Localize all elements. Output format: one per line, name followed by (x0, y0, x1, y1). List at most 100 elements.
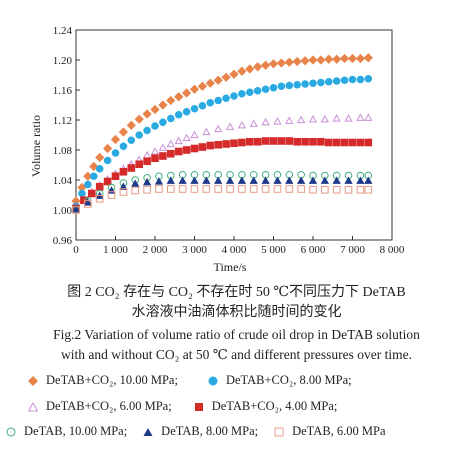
data-point (142, 109, 152, 119)
data-point (202, 185, 211, 193)
data-point (110, 134, 121, 145)
data-point (178, 185, 187, 193)
series-group (72, 185, 373, 214)
data-point (253, 86, 262, 95)
x-tick-label: 7 000 (340, 244, 365, 256)
data-point (301, 80, 309, 88)
data-point (214, 96, 222, 105)
data-point (88, 189, 96, 198)
data-point (95, 194, 104, 203)
data-point (89, 161, 99, 172)
y-axis-label: Volume ratio (29, 115, 43, 177)
data-point (285, 81, 294, 90)
series-group (71, 176, 373, 213)
data-point (261, 117, 270, 126)
data-point (321, 185, 329, 194)
data-point (285, 116, 294, 124)
data-point (225, 176, 235, 184)
data-point (285, 137, 294, 145)
data-point (111, 172, 120, 181)
data-point (202, 176, 211, 184)
chart-marks (71, 53, 373, 214)
data-point (190, 144, 199, 153)
data-point (348, 138, 357, 147)
data-point (119, 182, 128, 190)
data-point (246, 137, 254, 146)
data-point (131, 186, 140, 195)
data-point (174, 110, 183, 119)
data-point (206, 141, 215, 150)
data-point (269, 83, 278, 92)
x-tick-label: 5 000 (261, 244, 286, 256)
data-point (226, 185, 234, 193)
data-point (320, 176, 329, 184)
legend-label: DeTAB, 6.00 MPa (292, 424, 386, 438)
data-point (198, 143, 207, 151)
data-point (182, 146, 191, 154)
data-point (102, 143, 113, 154)
y-tick-label: 0.96 (53, 235, 73, 247)
data-point (268, 59, 279, 69)
data-point (167, 185, 175, 193)
data-point (300, 56, 310, 66)
data-point (95, 182, 104, 191)
data-point (317, 137, 325, 146)
data-point (253, 137, 262, 146)
legend-item: DeTAB, 6.00 MPa (274, 424, 386, 439)
legend-item: DeTAB+CO₂, 10.00 MPa; (28, 373, 178, 388)
data-point (297, 115, 306, 124)
data-point (107, 191, 116, 199)
x-axis-label: Time/s (214, 260, 247, 274)
data-point (182, 133, 191, 142)
data-point (142, 177, 152, 186)
x-tick-label: 8 000 (380, 244, 405, 256)
data-point (119, 167, 128, 176)
legend-row-2: DeTAB+CO₂, 6.00 MPa; DeTAB+CO₂, 4.00 MPa… (28, 399, 345, 414)
y-tick-label: 1.08 (53, 145, 73, 157)
data-point (324, 54, 334, 64)
diamond-filled-marker-icon (28, 375, 38, 386)
data-point (143, 185, 151, 194)
data-point (325, 138, 333, 147)
data-point (127, 136, 136, 145)
legend-row-3: DeTAB, 10.00 MPa; DeTAB, 8.00 MPa; DeTAB… (6, 424, 394, 439)
y-tick-label: 1.24 (53, 25, 73, 37)
volume-ratio-chart: 0 1 000 2 000 3 000 4 000 5 000 6 000 7 000 8 00… (29, 25, 405, 274)
data-point (276, 58, 287, 68)
data-point (143, 126, 151, 135)
square-open-marker-icon (274, 427, 284, 436)
data-point (292, 56, 302, 67)
data-point (95, 164, 104, 173)
circle-open-marker-icon (6, 427, 16, 436)
data-point (339, 53, 350, 64)
data-point (83, 198, 92, 206)
data-point (103, 177, 112, 186)
data-point (221, 72, 231, 82)
data-point (317, 78, 325, 87)
series-group (72, 74, 373, 211)
data-point (284, 57, 294, 67)
data-point (332, 138, 341, 147)
data-point (174, 147, 183, 156)
data-point (166, 95, 176, 106)
data-point (364, 138, 373, 147)
data-point (364, 185, 373, 194)
data-point (261, 137, 270, 145)
data-point (118, 127, 129, 137)
series-group (71, 113, 373, 211)
data-point (309, 185, 317, 194)
data-point (356, 185, 365, 194)
data-point (72, 206, 80, 214)
data-point (150, 147, 160, 155)
data-point (301, 137, 309, 146)
legend-item: DeTAB+CO₂, 6.00 MPa; (28, 399, 172, 414)
data-point (166, 139, 175, 148)
data-point (261, 85, 270, 94)
y-tick-label: 1.04 (53, 175, 73, 187)
legend-label: DeTAB+CO₂, 8.00 MPa; (225, 373, 352, 387)
x-tick-label: 4 000 (222, 244, 247, 256)
caption-en-line2: with and without CO₂ at 50 ℃ and differe… (61, 347, 412, 362)
data-point (261, 176, 270, 184)
data-point (214, 124, 223, 133)
data-point (222, 94, 230, 103)
